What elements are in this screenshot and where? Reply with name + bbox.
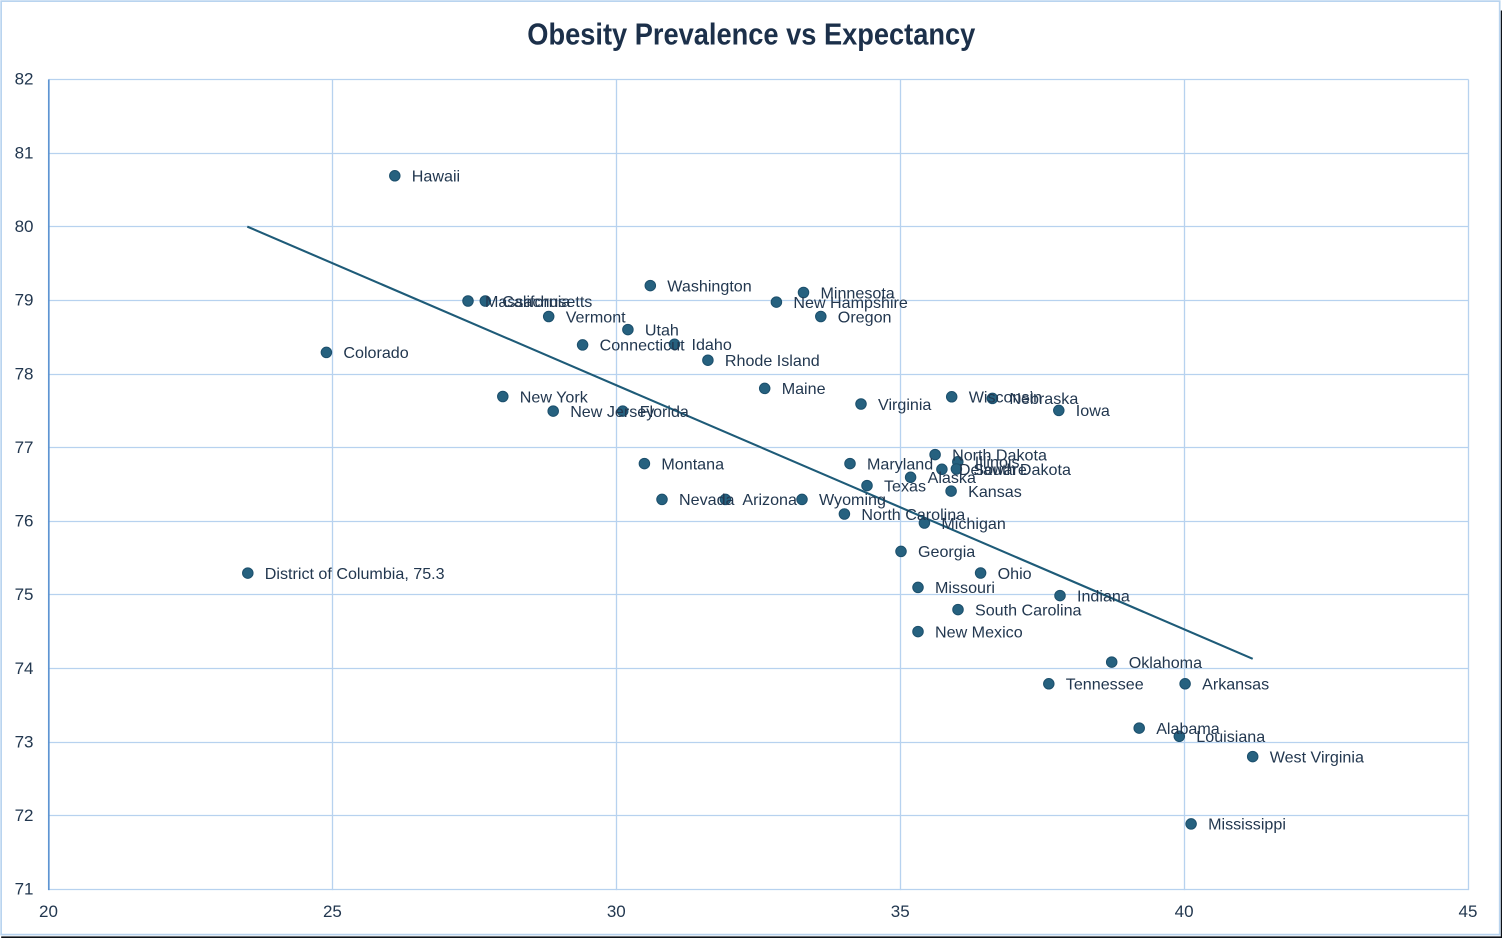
svg-text:Michigan: Michigan: [941, 515, 1005, 533]
svg-text:Idaho: Idaho: [692, 336, 732, 354]
svg-text:81: 81: [15, 143, 34, 162]
svg-text:Florida: Florida: [640, 403, 689, 421]
svg-text:75: 75: [15, 585, 34, 604]
svg-text:District of Columbia, 75.3: District of Columbia, 75.3: [265, 565, 445, 583]
svg-text:Virginia: Virginia: [878, 396, 931, 414]
svg-text:Vermont: Vermont: [566, 308, 626, 326]
svg-text:30: 30: [607, 902, 626, 921]
svg-text:Arizona: Arizona: [742, 491, 797, 509]
svg-text:35: 35: [891, 902, 910, 921]
svg-text:Iowa: Iowa: [1076, 402, 1110, 420]
svg-text:Kansas: Kansas: [968, 483, 1022, 501]
svg-text:New York: New York: [520, 388, 589, 406]
svg-text:20: 20: [39, 902, 58, 921]
svg-text:South Dakota: South Dakota: [973, 461, 1071, 479]
svg-text:Alabama: Alabama: [1156, 720, 1220, 738]
svg-text:Montana: Montana: [661, 455, 724, 473]
svg-text:Utah: Utah: [645, 321, 679, 339]
svg-text:New Mexico: New Mexico: [935, 623, 1023, 641]
svg-text:Hawaii: Hawaii: [412, 168, 460, 186]
svg-text:78: 78: [15, 364, 34, 383]
svg-text:South Carolina: South Carolina: [975, 601, 1082, 619]
svg-text:Mississippi: Mississippi: [1208, 816, 1286, 834]
svg-text:Nebraska: Nebraska: [1009, 390, 1078, 408]
svg-text:Delaware: Delaware: [959, 461, 1027, 479]
svg-text:72: 72: [15, 806, 34, 825]
svg-text:Alaska: Alaska: [928, 469, 976, 487]
svg-text:Washington: Washington: [667, 277, 751, 295]
svg-text:40: 40: [1175, 902, 1194, 921]
svg-text:25: 25: [323, 902, 342, 921]
svg-text:Nevada: Nevada: [679, 491, 735, 509]
svg-text:Oregon: Oregon: [838, 308, 892, 326]
svg-text:New Hampshire: New Hampshire: [793, 294, 908, 312]
svg-text:Minnesota: Minnesota: [821, 284, 895, 302]
svg-text:Maine: Maine: [782, 380, 826, 398]
svg-text:82: 82: [15, 70, 34, 89]
svg-text:Indiana: Indiana: [1077, 587, 1130, 605]
svg-text:74: 74: [15, 659, 34, 678]
svg-text:Rhode Island: Rhode Island: [725, 352, 820, 370]
svg-text:Arkansas: Arkansas: [1202, 676, 1269, 694]
svg-text:73: 73: [15, 733, 34, 752]
svg-text:77: 77: [15, 438, 34, 457]
svg-text:71: 71: [15, 880, 34, 899]
svg-text:76: 76: [15, 512, 34, 531]
svg-text:West Virginia: West Virginia: [1270, 748, 1364, 766]
svg-text:Missouri: Missouri: [935, 579, 995, 597]
svg-text:80: 80: [15, 217, 34, 236]
svg-text:Texas: Texas: [884, 477, 926, 495]
svg-text:Illinois: Illinois: [975, 454, 1020, 472]
svg-text:79: 79: [15, 291, 34, 310]
svg-text:California: California: [502, 293, 570, 311]
svg-text:Massachusetts: Massachusetts: [485, 293, 592, 311]
svg-text:Wisconsin: Wisconsin: [969, 389, 1042, 407]
svg-text:Wyoming: Wyoming: [819, 491, 886, 509]
svg-text:New Jersey: New Jersey: [570, 403, 655, 421]
svg-text:Tennessee: Tennessee: [1066, 676, 1144, 694]
svg-text:Maryland: Maryland: [867, 455, 933, 473]
svg-text:Georgia: Georgia: [918, 543, 975, 561]
svg-text:Connecticut: Connecticut: [600, 337, 686, 355]
svg-text:Oklahoma: Oklahoma: [1129, 654, 1202, 672]
svg-text:Louisiana: Louisiana: [1196, 728, 1265, 746]
svg-text:North Carolina: North Carolina: [861, 506, 965, 524]
svg-text:Obesity Prevalence vs Expectan: Obesity Prevalence vs Expectancy: [527, 17, 976, 52]
svg-text:Ohio: Ohio: [998, 565, 1032, 583]
svg-text:45: 45: [1459, 902, 1478, 921]
svg-text:North Dakota: North Dakota: [952, 446, 1047, 464]
svg-text:Colorado: Colorado: [343, 344, 408, 362]
